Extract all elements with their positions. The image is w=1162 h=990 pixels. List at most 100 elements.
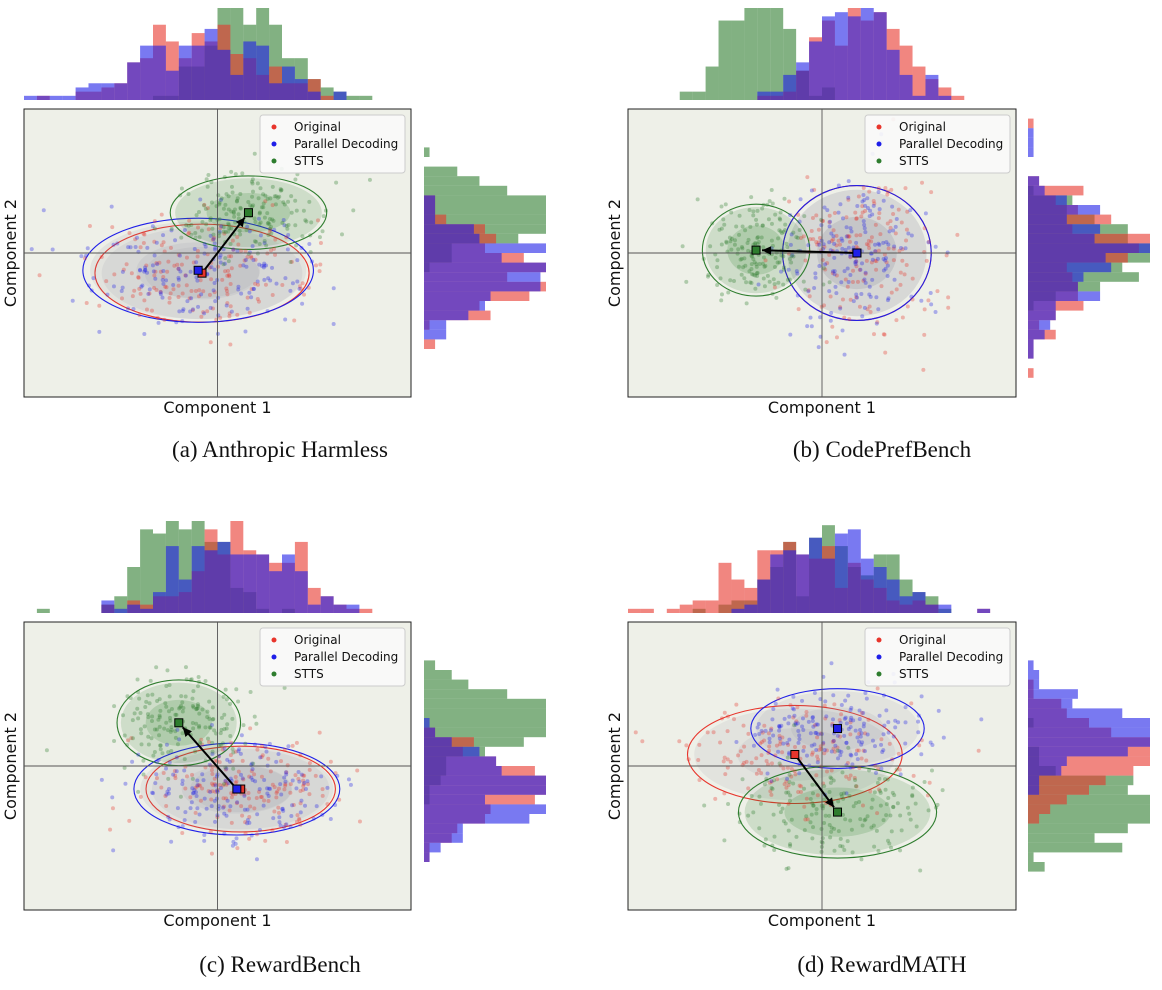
point (139, 731, 144, 736)
point (718, 740, 723, 745)
hist-bar (860, 8, 874, 100)
point (775, 687, 780, 692)
point (883, 350, 888, 355)
point (82, 256, 87, 261)
point (838, 844, 843, 849)
point (223, 202, 228, 207)
point (231, 750, 236, 755)
point (263, 745, 268, 750)
point (815, 793, 820, 798)
point (761, 245, 766, 250)
point (893, 725, 898, 730)
point (821, 242, 826, 247)
point (224, 781, 229, 786)
legend-marker-1 (876, 141, 882, 147)
point (202, 838, 207, 843)
point (855, 295, 860, 300)
point (861, 748, 866, 753)
point (864, 758, 869, 763)
point (842, 848, 847, 853)
point (835, 745, 840, 750)
point (840, 246, 845, 251)
point (774, 295, 779, 300)
point (224, 782, 229, 787)
point (229, 795, 234, 800)
point (325, 785, 330, 790)
arrow-head (235, 217, 245, 228)
point (780, 735, 785, 740)
point (926, 240, 931, 245)
point (288, 259, 293, 264)
caption-a: (a) Anthropic Harmless (172, 437, 388, 462)
point (749, 195, 754, 200)
point (934, 805, 939, 810)
point (267, 741, 272, 746)
point (286, 744, 291, 749)
point (224, 192, 229, 197)
point (787, 257, 792, 262)
hist-bar (282, 554, 295, 613)
point (253, 779, 258, 784)
point (838, 753, 843, 758)
point (270, 828, 275, 833)
point (137, 286, 142, 291)
point (801, 279, 806, 284)
point (192, 247, 197, 252)
hist-bar (744, 8, 758, 100)
point (188, 269, 193, 274)
point (262, 239, 267, 244)
point (881, 268, 886, 273)
point (226, 222, 231, 227)
point (777, 725, 782, 730)
point (300, 301, 305, 306)
point (152, 750, 157, 755)
point (243, 258, 248, 263)
point (862, 305, 867, 310)
point (186, 232, 191, 237)
point (295, 813, 300, 818)
contour-stts (701, 203, 811, 297)
hist-bar (424, 291, 491, 301)
hist-bar (424, 243, 546, 253)
point (193, 289, 198, 294)
hist-bar (424, 756, 497, 766)
point (290, 743, 295, 748)
point (769, 779, 774, 784)
point (874, 259, 879, 264)
point (815, 735, 820, 740)
point (190, 308, 195, 313)
point (827, 289, 832, 294)
point (224, 813, 229, 818)
point (267, 226, 272, 231)
point (138, 710, 143, 715)
point (99, 777, 104, 782)
point (179, 694, 184, 699)
point (177, 253, 182, 258)
point (769, 779, 774, 784)
point (822, 784, 827, 789)
point (778, 217, 783, 222)
point (220, 277, 225, 282)
point (135, 706, 140, 711)
point (832, 702, 837, 707)
point (250, 194, 255, 199)
point (196, 675, 201, 680)
point (193, 820, 198, 825)
point (876, 766, 881, 771)
point (304, 219, 309, 224)
hist-bar (359, 95, 373, 100)
point (686, 757, 691, 762)
point (307, 761, 312, 766)
point (891, 804, 896, 809)
point (827, 240, 832, 245)
point (320, 812, 325, 817)
point (875, 256, 880, 261)
point (865, 814, 870, 819)
point (870, 797, 875, 802)
point (910, 793, 915, 798)
point (164, 792, 169, 797)
point (874, 321, 879, 326)
point (150, 263, 155, 268)
point (231, 839, 236, 844)
point (914, 824, 919, 829)
